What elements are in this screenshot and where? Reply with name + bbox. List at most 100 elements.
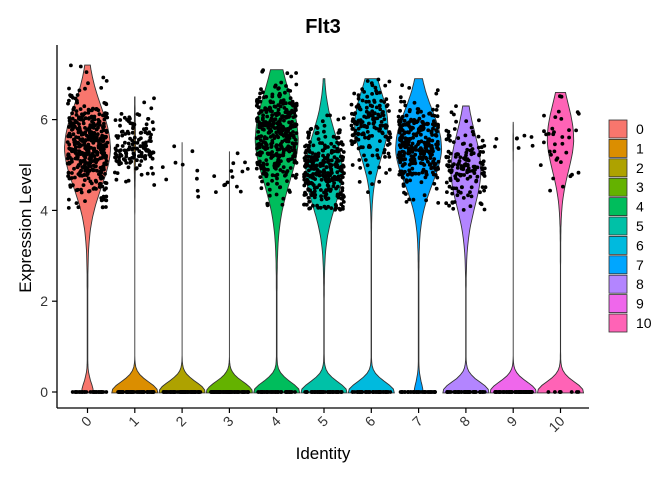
data-point bbox=[120, 133, 125, 138]
data-point bbox=[482, 207, 487, 212]
data-point bbox=[424, 198, 428, 203]
data-point bbox=[294, 101, 299, 106]
data-point bbox=[336, 117, 341, 122]
x-tick-label: 3 bbox=[220, 413, 237, 430]
data-point bbox=[91, 106, 95, 111]
data-point bbox=[65, 156, 70, 161]
data-point bbox=[282, 118, 286, 123]
data-point bbox=[280, 202, 285, 207]
data-point bbox=[126, 141, 131, 146]
data-point bbox=[77, 152, 82, 156]
data-point bbox=[264, 110, 269, 114]
data-point bbox=[307, 168, 311, 173]
data-point bbox=[287, 188, 292, 193]
data-point bbox=[315, 185, 319, 190]
data-point bbox=[100, 205, 105, 210]
data-point bbox=[309, 126, 314, 131]
data-point bbox=[259, 87, 263, 91]
data-point bbox=[225, 390, 230, 394]
violins bbox=[64, 64, 585, 394]
data-point bbox=[235, 184, 239, 189]
data-point bbox=[87, 116, 91, 121]
data-point bbox=[77, 144, 81, 149]
data-point bbox=[77, 390, 81, 394]
data-point bbox=[426, 159, 430, 164]
data-point bbox=[336, 159, 341, 163]
data-point bbox=[284, 172, 288, 177]
data-point bbox=[190, 149, 195, 154]
data-point bbox=[385, 103, 390, 107]
data-point bbox=[332, 181, 336, 185]
data-point bbox=[552, 130, 556, 135]
data-point bbox=[134, 166, 139, 171]
data-point bbox=[559, 117, 564, 121]
data-point bbox=[387, 155, 392, 159]
data-point bbox=[375, 390, 380, 394]
data-point bbox=[450, 191, 455, 196]
data-point bbox=[432, 181, 437, 186]
data-point bbox=[195, 188, 200, 193]
data-point bbox=[482, 144, 487, 148]
data-point bbox=[286, 144, 291, 149]
y-tick-label: 4 bbox=[40, 202, 48, 218]
data-point bbox=[92, 132, 97, 137]
data-point bbox=[303, 170, 308, 175]
data-point bbox=[341, 116, 346, 120]
data-point bbox=[77, 88, 82, 93]
data-point bbox=[281, 165, 286, 170]
data-point bbox=[376, 77, 381, 82]
data-point bbox=[461, 196, 466, 200]
data-point bbox=[142, 155, 147, 160]
data-point bbox=[470, 129, 475, 134]
data-point bbox=[379, 99, 384, 103]
data-point bbox=[286, 157, 290, 162]
data-point bbox=[468, 174, 473, 179]
data-point bbox=[422, 122, 427, 127]
data-point bbox=[319, 188, 323, 192]
data-point bbox=[76, 205, 81, 210]
legend-label: 1 bbox=[636, 140, 644, 156]
data-point bbox=[102, 147, 106, 152]
data-point bbox=[328, 113, 332, 118]
data-point bbox=[476, 134, 481, 139]
data-point bbox=[255, 152, 260, 157]
data-point bbox=[83, 199, 87, 204]
data-point bbox=[142, 100, 147, 105]
data-point bbox=[341, 207, 345, 211]
data-point bbox=[280, 114, 285, 118]
data-point bbox=[254, 166, 259, 171]
data-point bbox=[516, 390, 520, 394]
data-point bbox=[404, 113, 409, 118]
data-point bbox=[104, 144, 109, 149]
data-point bbox=[92, 159, 97, 163]
data-point bbox=[560, 135, 565, 139]
data-point bbox=[103, 135, 108, 140]
data-point bbox=[480, 162, 485, 167]
data-point bbox=[480, 185, 485, 190]
data-point bbox=[293, 175, 298, 180]
data-point bbox=[318, 141, 322, 145]
data-point bbox=[114, 177, 119, 182]
data-point bbox=[370, 104, 375, 109]
data-point bbox=[434, 128, 439, 133]
data-point bbox=[274, 192, 279, 197]
data-point bbox=[409, 390, 413, 394]
data-point bbox=[450, 164, 455, 169]
x-tick-label: 6 bbox=[362, 413, 379, 430]
data-point bbox=[328, 173, 332, 178]
data-point bbox=[131, 146, 136, 151]
x-axis-ticks: 0 1 2 3 4 5 6 7 8 9 10 bbox=[78, 408, 568, 435]
data-point bbox=[350, 390, 355, 394]
data-point bbox=[128, 160, 132, 165]
data-point bbox=[146, 117, 150, 121]
data-point bbox=[472, 390, 476, 394]
data-point bbox=[434, 108, 439, 112]
data-point bbox=[354, 136, 358, 140]
data-point bbox=[120, 129, 125, 134]
violin-3 bbox=[205, 151, 253, 394]
jitter-points bbox=[65, 63, 581, 394]
data-point bbox=[173, 390, 178, 394]
data-point bbox=[382, 148, 387, 152]
data-point bbox=[411, 156, 416, 161]
data-point bbox=[358, 390, 362, 394]
